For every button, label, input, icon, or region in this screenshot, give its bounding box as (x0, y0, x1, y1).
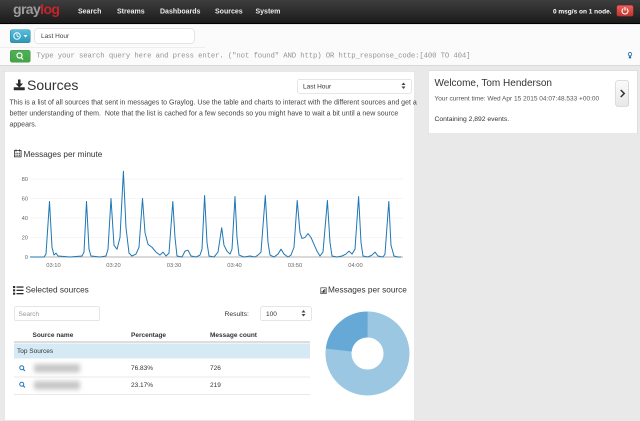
svg-text:60: 60 (22, 197, 28, 203)
svg-text:40: 40 (22, 216, 28, 222)
svg-text:20: 20 (22, 236, 28, 242)
svg-text:04:00: 04:00 (348, 263, 362, 269)
svg-text:03:20: 03:20 (106, 263, 120, 269)
svg-text:80: 80 (22, 177, 28, 183)
svg-text:03:10: 03:10 (46, 263, 60, 269)
svg-text:03:50: 03:50 (288, 263, 302, 269)
svg-text:03:30: 03:30 (167, 263, 181, 269)
svg-text:0: 0 (25, 255, 28, 261)
svg-text:03:40: 03:40 (227, 263, 241, 269)
